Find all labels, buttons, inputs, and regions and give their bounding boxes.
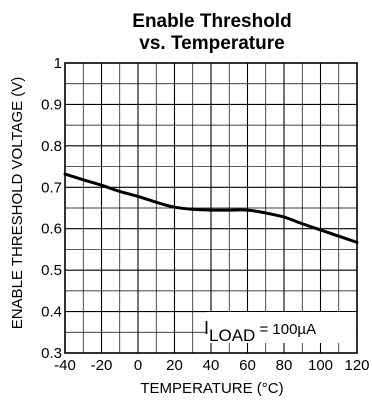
annotation-main: I <box>204 318 209 338</box>
y-tick-label: 0.5 <box>41 262 62 279</box>
chart-title-line1: Enable Threshold <box>132 11 291 32</box>
x-tick-label: 80 <box>276 357 293 374</box>
x-tick-label: 40 <box>203 357 220 374</box>
y-tick-label: 0.4 <box>41 304 62 321</box>
y-tick-label: 0.3 <box>41 345 62 362</box>
plot-border <box>64 62 358 354</box>
x-tick-label: 20 <box>166 357 183 374</box>
annotation-subscript: LOAD <box>209 326 255 345</box>
chart-title-line2: vs. Temperature <box>139 33 284 54</box>
annotation-background <box>206 312 356 343</box>
y-tick-label: 0.8 <box>41 138 62 155</box>
y-axis-label: ENABLE THRESHOLD VOLTAGE (V) <box>9 77 26 330</box>
x-tick-label: 0 <box>134 357 142 374</box>
y-tick-label: 1 <box>54 55 62 72</box>
x-tick-labels: -40 -20 0 20 40 60 80 100 120 <box>54 357 369 374</box>
series-layer <box>63 172 359 244</box>
series-line <box>63 172 359 244</box>
x-tick-label: 120 <box>344 357 369 374</box>
y-tick-label: 0.9 <box>41 96 62 113</box>
y-tick-labels: 0.3 0.4 0.5 0.6 0.7 0.8 0.9 1 <box>41 55 62 362</box>
x-tick-label: 60 <box>239 357 256 374</box>
x-tick-label: 100 <box>308 357 333 374</box>
grid <box>65 63 357 353</box>
plot-frame <box>64 62 358 354</box>
x-tick-label: -40 <box>54 357 76 374</box>
x-axis-label: TEMPERATURE (°C) <box>140 380 283 397</box>
y-tick-label: 0.7 <box>41 179 62 196</box>
y-tick-label: 0.6 <box>41 221 62 238</box>
annotation-suffix: = 100µA <box>255 321 316 338</box>
annotation-text: ILOAD = 100µA <box>204 318 316 345</box>
x-tick-label: -20 <box>91 357 113 374</box>
